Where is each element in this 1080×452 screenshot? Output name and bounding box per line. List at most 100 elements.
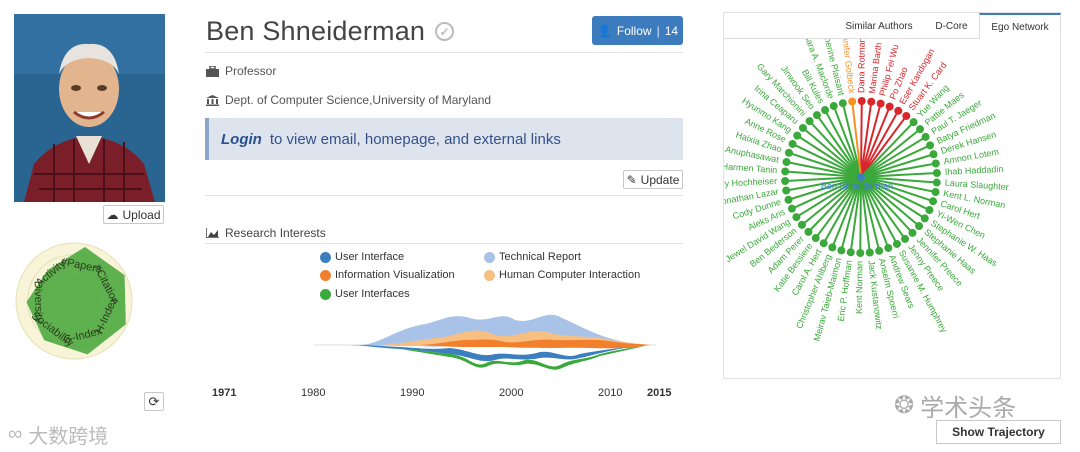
ego-edge bbox=[831, 176, 862, 248]
watermark-right: ❂ 学术头条 bbox=[894, 388, 1016, 423]
ego-node[interactable] bbox=[781, 167, 790, 176]
show-trajectory-button[interactable]: Show Trajectory bbox=[936, 420, 1061, 444]
ego-edge bbox=[841, 102, 862, 178]
ego-node[interactable] bbox=[901, 234, 910, 243]
ego-edge bbox=[816, 114, 862, 178]
ego-node[interactable] bbox=[915, 222, 924, 231]
tab-label: Similar Authors bbox=[845, 20, 913, 32]
ego-node-label[interactable]: Dana Rotman bbox=[856, 39, 867, 93]
divider bbox=[205, 52, 683, 53]
update-button-label: Update bbox=[640, 172, 680, 187]
ego-edge bbox=[788, 151, 862, 178]
login-link[interactable]: Login bbox=[221, 130, 262, 148]
ego-node[interactable] bbox=[828, 243, 837, 252]
ego-node[interactable] bbox=[848, 97, 857, 106]
tab-d-core[interactable]: D-Core bbox=[924, 13, 979, 39]
ego-node[interactable] bbox=[909, 118, 918, 127]
tab-label: D-Core bbox=[935, 20, 968, 32]
update-button[interactable]: ✎ Update bbox=[623, 170, 683, 189]
ego-node[interactable] bbox=[837, 246, 846, 255]
ego-node[interactable] bbox=[865, 248, 874, 257]
ego-node[interactable] bbox=[819, 239, 828, 248]
ego-node-label[interactable]: Harmen Tanin bbox=[724, 161, 778, 175]
ego-node-label[interactable]: Kent Norman bbox=[854, 261, 865, 314]
ego-node[interactable] bbox=[792, 213, 801, 222]
wechat-icon: ❂ bbox=[894, 392, 915, 419]
ego-node[interactable] bbox=[925, 206, 934, 215]
axis-start: 1971 bbox=[212, 387, 237, 399]
profile-name-row: Ben Shneiderman ✓ bbox=[206, 16, 455, 47]
refresh-button[interactable]: ⟳ bbox=[144, 392, 164, 411]
radar-chart: #Papers#CitationH-IndexG-IndexSociabilit… bbox=[15, 242, 133, 360]
ego-node[interactable] bbox=[908, 228, 917, 237]
ego-node[interactable] bbox=[798, 123, 807, 132]
ego-node[interactable] bbox=[926, 141, 935, 150]
ego-node[interactable] bbox=[876, 99, 885, 108]
ego-node[interactable] bbox=[856, 248, 865, 257]
ego-node[interactable] bbox=[793, 131, 802, 140]
ego-node[interactable] bbox=[805, 117, 814, 126]
ego-node[interactable] bbox=[921, 132, 930, 141]
tabs-underline bbox=[724, 38, 1061, 39]
ego-node[interactable] bbox=[894, 106, 903, 115]
ego-node[interactable] bbox=[929, 197, 938, 206]
verified-check-icon: ✓ bbox=[435, 22, 455, 41]
ego-edge bbox=[791, 176, 862, 210]
ego-node[interactable] bbox=[846, 248, 855, 257]
upload-button-label: Upload bbox=[122, 207, 161, 222]
ego-node[interactable] bbox=[931, 187, 940, 196]
ego-node[interactable] bbox=[884, 243, 893, 252]
ego-node[interactable] bbox=[875, 246, 884, 255]
ego-node[interactable] bbox=[932, 178, 941, 187]
ego-node[interactable] bbox=[784, 148, 793, 157]
ego-node[interactable] bbox=[784, 195, 793, 204]
ego-node[interactable] bbox=[931, 159, 940, 168]
legend-label: Information Visualization bbox=[335, 269, 455, 281]
ego-node[interactable] bbox=[821, 106, 830, 115]
upload-button[interactable]: ☁ Upload bbox=[103, 205, 164, 224]
ego-node[interactable] bbox=[929, 150, 938, 159]
ego-edge bbox=[860, 171, 937, 178]
legend-item: Information Visualization bbox=[320, 269, 455, 281]
streamgraph bbox=[314, 314, 656, 370]
legend-item: Human Computer Interaction bbox=[484, 269, 640, 281]
ego-node-label[interactable]: Harry Hochheiser bbox=[724, 176, 777, 190]
ego-edge bbox=[860, 136, 927, 178]
ego-edge bbox=[849, 176, 862, 253]
ego-node[interactable] bbox=[920, 214, 929, 223]
ego-node-label[interactable]: Ihab Haddadin bbox=[945, 164, 1004, 177]
legend-label: User Interface bbox=[335, 251, 405, 263]
ego-node[interactable] bbox=[857, 97, 866, 106]
ego-edge bbox=[788, 176, 862, 201]
tab-ego-network[interactable]: Ego Network bbox=[979, 13, 1061, 39]
logo-icon: ∞ bbox=[8, 423, 23, 445]
ego-node[interactable] bbox=[829, 102, 838, 111]
ego-node-label[interactable]: Laura Slaughter bbox=[944, 178, 1009, 193]
ego-node[interactable] bbox=[838, 99, 847, 108]
affiliation-row: Dept. of Computer Science,University of … bbox=[206, 93, 491, 107]
ego-node[interactable] bbox=[916, 125, 925, 134]
ego-node[interactable] bbox=[812, 111, 821, 120]
ego-node[interactable] bbox=[788, 139, 797, 148]
ego-node[interactable] bbox=[781, 177, 790, 186]
tab-similar-authors[interactable]: Similar Authors bbox=[834, 13, 924, 39]
ego-node[interactable] bbox=[811, 234, 820, 243]
ego-edge bbox=[808, 120, 862, 178]
ego-node[interactable] bbox=[885, 102, 894, 111]
follow-button[interactable]: 👤 Follow | 14 bbox=[592, 16, 683, 45]
legend-dot bbox=[320, 251, 331, 263]
ego-center-node[interactable] bbox=[857, 173, 865, 181]
ego-node[interactable] bbox=[797, 220, 806, 229]
ego-node[interactable] bbox=[782, 186, 791, 195]
ego-node[interactable] bbox=[782, 158, 791, 167]
ego-node[interactable] bbox=[932, 168, 941, 177]
ego-node[interactable] bbox=[892, 239, 901, 248]
ego-node[interactable] bbox=[804, 227, 813, 236]
ego-node[interactable] bbox=[902, 111, 911, 120]
network-panel: Similar Authors D-Core Ego Network Dana … bbox=[723, 12, 1061, 379]
ego-node[interactable] bbox=[787, 204, 796, 213]
stream-layer-user-interface bbox=[350, 345, 650, 362]
ego-edge bbox=[860, 176, 871, 253]
ego-edge bbox=[860, 176, 936, 193]
ego-node[interactable] bbox=[867, 97, 876, 106]
